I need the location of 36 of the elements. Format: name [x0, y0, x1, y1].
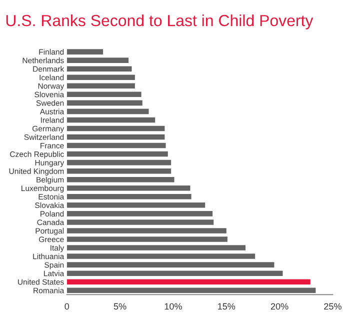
bar [66, 194, 192, 200]
bar [66, 262, 274, 268]
bar [66, 126, 165, 132]
bar [66, 254, 256, 259]
bar [66, 142, 166, 148]
bar [66, 100, 142, 106]
bar [66, 74, 135, 80]
x-tick-label: 15% [218, 303, 236, 310]
bar [66, 151, 168, 157]
bar [66, 270, 283, 276]
bar [66, 168, 172, 174]
bar [66, 279, 310, 284]
chart-title: U.S. Ranks Second to Last in Child Poverty [6, 14, 314, 30]
bar [66, 117, 156, 123]
x-tick-label: 5% [114, 303, 126, 310]
bar [66, 288, 316, 294]
bar [66, 202, 206, 208]
bar [66, 108, 149, 114]
bar [66, 160, 172, 166]
x-tick-label: 10% [164, 303, 182, 310]
bar [66, 228, 226, 234]
bar [66, 211, 213, 216]
bar [66, 92, 142, 98]
bar [66, 220, 214, 225]
bar [66, 134, 165, 140]
bar [66, 245, 246, 250]
bar [66, 49, 104, 54]
x-tick-label: 0 [64, 303, 70, 310]
bar [66, 83, 135, 89]
bar [66, 176, 174, 182]
bar [66, 66, 132, 72]
x-tick-label: 25% [324, 303, 342, 310]
bar [66, 58, 129, 63]
bar [66, 236, 228, 242]
bar [66, 185, 190, 191]
x-tick-label: 20% [270, 303, 288, 310]
